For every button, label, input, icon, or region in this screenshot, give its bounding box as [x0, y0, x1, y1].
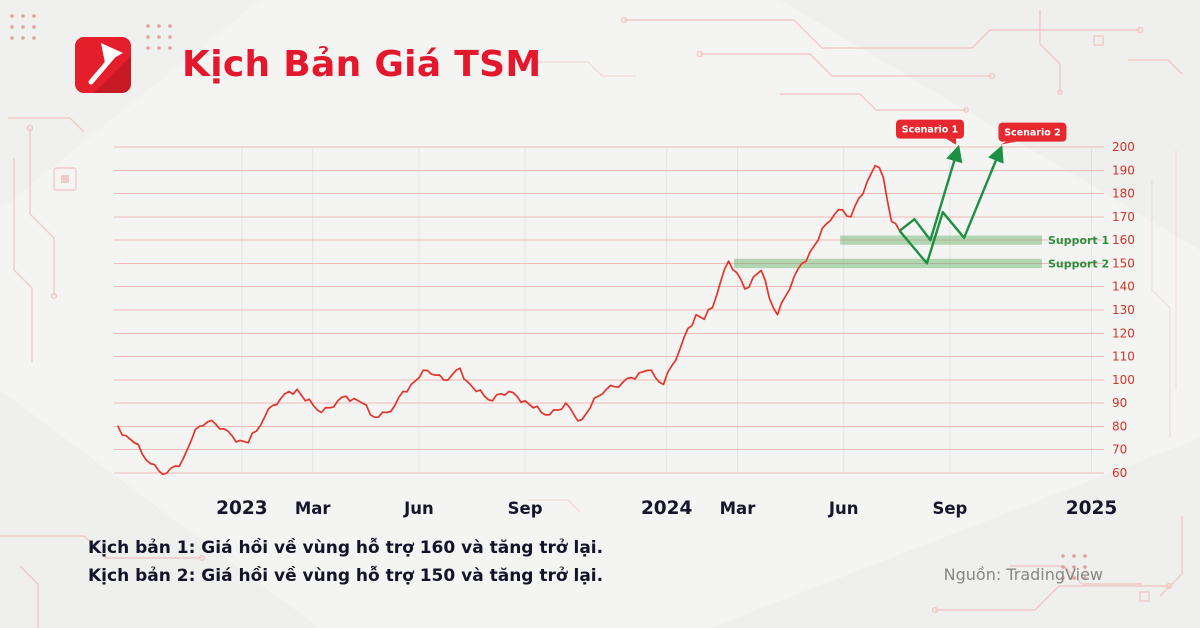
decor-dot	[10, 36, 14, 40]
support-band	[733, 258, 1042, 269]
page-title: Kịch Bản Giá TSM	[182, 44, 542, 85]
decor-dot	[157, 24, 161, 28]
decor-dot	[1061, 554, 1065, 558]
y-axis-label: 120	[1112, 326, 1135, 340]
y-axis-label: 170	[1112, 210, 1135, 224]
y-axis-label: 70	[1112, 443, 1127, 457]
y-axis-label: 100	[1112, 373, 1135, 387]
y-axis-label: 130	[1112, 303, 1135, 317]
decor-dot	[32, 14, 36, 18]
support-label: Support 1	[1048, 234, 1109, 247]
x-axis-label: 2024	[641, 498, 693, 519]
flag-pencil-icon	[75, 37, 131, 93]
scenario-arrow	[898, 145, 1004, 265]
y-axis-label: 140	[1112, 280, 1135, 294]
scenario-badge-label: Scenario 2	[1004, 128, 1060, 139]
y-axis-label: 90	[1112, 396, 1127, 410]
scenario-badge	[998, 122, 1067, 142]
scenario-note-1: Kịch bản 1: Giá hồi về vùng hỗ trợ 160 v…	[88, 538, 604, 558]
decor-dot	[21, 25, 25, 29]
y-axis-label: 80	[1112, 419, 1127, 433]
decor-dot	[146, 35, 150, 39]
scenario-badge-pointer	[945, 138, 956, 145]
scenario-badge-pointer	[1000, 141, 1017, 145]
scenario-badge	[895, 119, 964, 139]
y-axis-label: 190	[1112, 163, 1135, 177]
decor-dot	[21, 14, 25, 18]
decor-dot	[32, 36, 36, 40]
x-axis-label: Sep	[932, 499, 967, 518]
decor-dot	[157, 46, 161, 50]
y-axis-label: 110	[1112, 350, 1135, 364]
decor-dot	[168, 24, 172, 28]
decor-dot	[10, 14, 14, 18]
x-axis-label: Mar	[720, 499, 757, 518]
decor-dot	[168, 35, 172, 39]
x-axis-label: Jun	[828, 499, 859, 518]
price-line	[117, 164, 901, 476]
dot-grid-decoration	[10, 14, 1087, 580]
scenario-arrow	[898, 144, 963, 242]
decor-dot	[1083, 554, 1087, 558]
y-axis-label: 200	[1112, 140, 1135, 154]
decor-dot	[32, 25, 36, 29]
support-label: Support 2	[1048, 257, 1109, 270]
decor-dot	[1072, 554, 1076, 558]
decor-dot	[21, 36, 25, 40]
support-band	[840, 235, 1042, 245]
decor-dot	[157, 35, 161, 39]
x-axis-label: Mar	[295, 499, 332, 518]
y-axis-label: 160	[1112, 233, 1135, 247]
x-axis-label: Sep	[508, 499, 543, 518]
decor-dot	[10, 25, 14, 29]
source-credit: Nguồn: TradingView	[943, 565, 1103, 584]
scenario-note-2: Kịch bản 2: Giá hồi về vùng hỗ trợ 150 v…	[88, 566, 604, 586]
x-axis-label: Jun	[403, 499, 434, 518]
y-axis-label: 150	[1112, 256, 1135, 270]
x-axis-label: 2025	[1066, 498, 1118, 519]
decor-dot	[146, 24, 150, 28]
decor-dot	[168, 46, 172, 50]
brand-logo-icon	[74, 36, 132, 94]
y-axis-label: 180	[1112, 187, 1135, 201]
y-axis-label: 60	[1112, 466, 1127, 480]
circuit-traces	[0, 10, 1183, 628]
decor-dot	[146, 46, 150, 50]
scenario-badge-label: Scenario 1	[902, 125, 958, 136]
x-axis-label: 2023	[216, 498, 268, 519]
